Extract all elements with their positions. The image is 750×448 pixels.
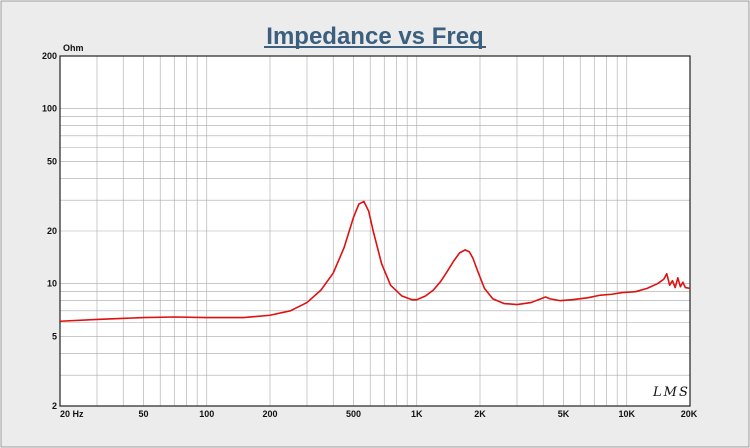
y-tick-labels: 2 5 10 20 50 100 200 <box>42 51 57 411</box>
plot-border <box>59 55 691 407</box>
x-tick-label: 20 Hz <box>60 409 84 419</box>
y-tick-label: 20 <box>47 226 57 236</box>
y-axis-unit-label: Ohm <box>63 43 84 53</box>
lms-logo: LMS <box>652 385 690 400</box>
chart-title: Impedance vs Freq <box>266 23 483 50</box>
x-tick-label: 5K <box>558 409 570 419</box>
x-tick-label: 20K <box>681 409 698 419</box>
y-tick-label: 5 <box>52 331 57 341</box>
y-tick-label: 200 <box>42 51 57 61</box>
x-tick-label: 200 <box>262 409 277 419</box>
y-tick-label: 100 <box>42 104 57 114</box>
y-tick-label: 50 <box>47 156 57 166</box>
y-tick-label: 10 <box>47 279 57 289</box>
x-tick-label: 500 <box>346 409 361 419</box>
x-tick-label: 10K <box>619 409 636 419</box>
x-tick-label: 100 <box>199 409 214 419</box>
x-tick-label: 50 <box>139 409 149 419</box>
impedance-curve <box>59 200 691 323</box>
x-tick-label: 1K <box>411 409 423 419</box>
grid-lines <box>60 56 690 406</box>
y-tick-label: 2 <box>52 401 57 411</box>
x-tick-labels: 20 Hz 50 100 200 500 1K 2K 5K 10K 20K <box>60 409 698 419</box>
x-tick-label: 2K <box>474 409 486 419</box>
